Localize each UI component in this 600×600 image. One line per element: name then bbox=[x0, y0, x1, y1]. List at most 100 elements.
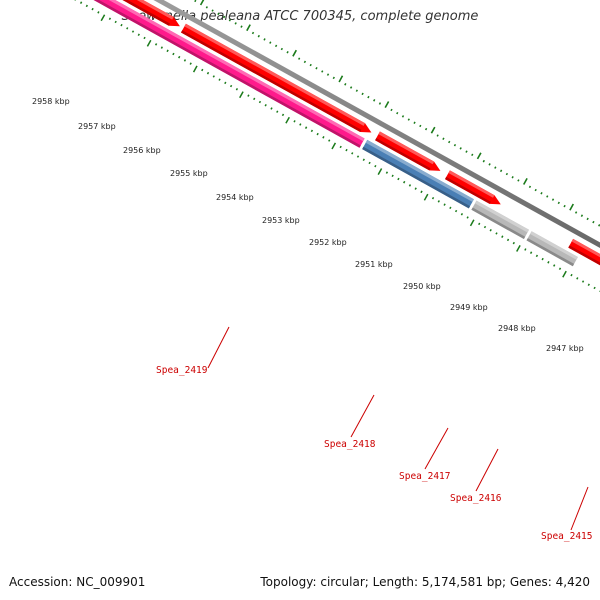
minor-tick bbox=[194, 0, 197, 3]
minor-tick bbox=[206, 71, 210, 75]
major-tick bbox=[192, 65, 198, 73]
minor-tick bbox=[390, 108, 393, 112]
minor-tick bbox=[328, 139, 331, 142]
minor-tick bbox=[166, 49, 169, 53]
minor-tick bbox=[172, 52, 175, 56]
minor-tick bbox=[298, 57, 301, 60]
minor-tick bbox=[315, 67, 318, 70]
minor-tick bbox=[424, 127, 428, 131]
minor-tick bbox=[443, 203, 446, 206]
minor-tick bbox=[558, 267, 562, 270]
minor-tick bbox=[396, 111, 399, 115]
minor-tick bbox=[131, 30, 135, 33]
minor-tick bbox=[586, 217, 589, 221]
minor-tick bbox=[316, 132, 319, 136]
minor-tick bbox=[557, 201, 560, 205]
minor-tick bbox=[541, 257, 544, 261]
major-tick bbox=[384, 101, 390, 108]
minor-tick bbox=[97, 11, 100, 14]
major-tick bbox=[338, 75, 344, 83]
major-tick bbox=[430, 126, 436, 134]
minor-tick bbox=[524, 248, 527, 251]
major-tick bbox=[292, 49, 297, 57]
minor-tick bbox=[488, 163, 491, 166]
minor-tick bbox=[257, 34, 260, 38]
forward-gene-4 bbox=[445, 170, 501, 205]
gene-label-leader bbox=[350, 394, 375, 438]
minor-tick bbox=[258, 100, 262, 104]
minor-tick bbox=[356, 155, 360, 158]
minor-tick bbox=[374, 164, 377, 168]
minor-tick bbox=[413, 121, 416, 124]
minor-tick bbox=[321, 70, 324, 73]
minor-tick bbox=[581, 280, 585, 283]
kbp-label: 2947 kbp bbox=[546, 344, 584, 353]
minor-tick bbox=[535, 254, 539, 258]
minor-tick bbox=[482, 159, 485, 163]
minor-tick bbox=[408, 184, 412, 187]
minor-tick bbox=[551, 198, 555, 201]
minor-tick bbox=[351, 152, 354, 155]
minor-tick bbox=[79, 1, 83, 4]
gene-label-spea_2418: Spea_2418 bbox=[324, 439, 376, 450]
minor-tick bbox=[276, 110, 279, 113]
major-tick bbox=[331, 142, 337, 150]
minor-tick bbox=[471, 153, 474, 157]
minor-tick bbox=[361, 92, 364, 96]
kbp-scale-labels: 2958 kbp 2957 kbp 2956 kbp 2955 kbp 2954 kbp… bbox=[32, 97, 584, 353]
minor-tick bbox=[344, 83, 347, 86]
gene-label-spea_2417: Spea_2417 bbox=[399, 471, 450, 482]
minor-tick bbox=[303, 60, 307, 64]
minor-tick bbox=[332, 76, 335, 80]
minor-tick bbox=[580, 214, 584, 217]
kbp-label: 2953 kbp bbox=[262, 216, 300, 225]
minor-tick bbox=[407, 118, 410, 121]
major-tick bbox=[562, 270, 567, 278]
minor-tick bbox=[309, 63, 312, 67]
major-tick bbox=[285, 116, 290, 124]
minor-tick bbox=[437, 200, 440, 203]
minor-tick bbox=[251, 31, 255, 35]
minor-tick bbox=[385, 171, 389, 174]
minor-tick bbox=[505, 172, 509, 176]
minor-tick bbox=[224, 81, 227, 85]
minor-tick bbox=[143, 36, 146, 40]
minor-tick bbox=[587, 283, 590, 286]
minor-tick bbox=[345, 148, 348, 152]
minor-tick bbox=[553, 264, 556, 267]
minor-tick bbox=[574, 211, 578, 214]
minor-tick bbox=[217, 12, 220, 16]
major-tick bbox=[146, 39, 152, 47]
minor-tick bbox=[263, 38, 266, 41]
minor-tick bbox=[183, 59, 187, 62]
minor-tick bbox=[414, 187, 417, 190]
minor-tick bbox=[304, 126, 308, 129]
minor-tick bbox=[120, 23, 123, 27]
minor-tick bbox=[397, 177, 400, 181]
minor-tick bbox=[478, 222, 481, 226]
minor-tick bbox=[274, 44, 278, 48]
minor-tick bbox=[299, 123, 302, 126]
kbp-label: 2957 kbp bbox=[78, 122, 116, 131]
minor-tick bbox=[378, 102, 382, 105]
minor-tick bbox=[534, 188, 537, 192]
minor-tick bbox=[178, 55, 181, 59]
minor-tick bbox=[211, 9, 214, 12]
minor-tick bbox=[489, 229, 492, 232]
minor-tick bbox=[293, 120, 296, 123]
inner-scale-ticks bbox=[74, 0, 600, 293]
kbp-label: 2954 kbp bbox=[216, 193, 254, 202]
minor-tick bbox=[517, 179, 520, 182]
major-tick bbox=[523, 178, 528, 185]
minor-tick bbox=[442, 137, 445, 140]
minor-tick bbox=[240, 25, 243, 28]
forward-gene-5 bbox=[568, 238, 600, 266]
minor-tick bbox=[270, 107, 273, 110]
minor-tick bbox=[466, 216, 469, 219]
major-tick bbox=[246, 24, 251, 32]
minor-tick bbox=[420, 190, 423, 194]
major-tick bbox=[423, 193, 429, 201]
minor-tick bbox=[85, 4, 88, 8]
major-tick bbox=[516, 245, 521, 252]
